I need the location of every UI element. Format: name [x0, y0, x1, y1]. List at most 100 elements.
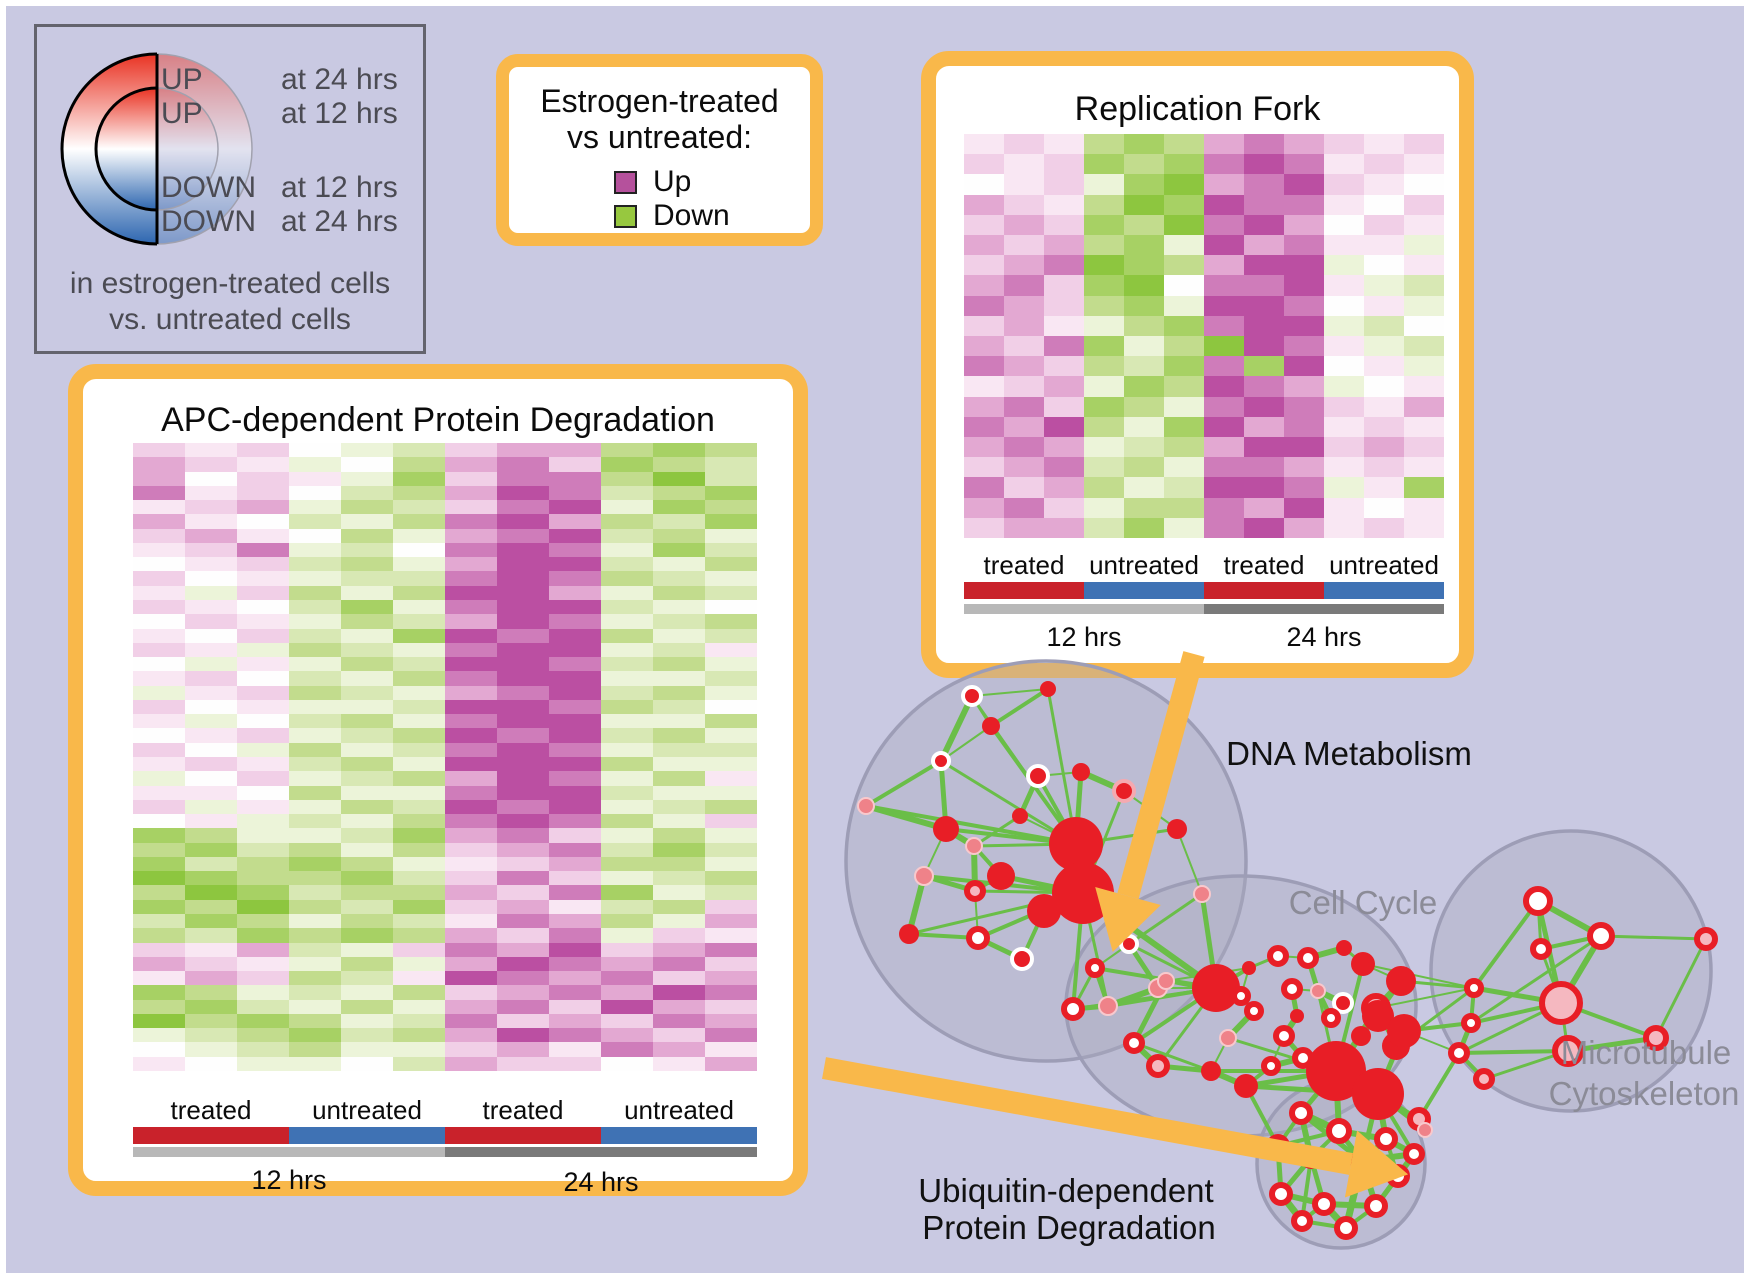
heatmap-cell	[1084, 315, 1124, 336]
heatmap-cell	[549, 628, 601, 643]
apc-heatmap-panel: APC-dependent Protein Degradation treate…	[68, 364, 808, 1197]
heatmap-cell	[237, 642, 289, 658]
heatmap-cell	[237, 899, 289, 914]
heatmap-cell	[601, 642, 653, 658]
network-node-donut	[1461, 1013, 1481, 1033]
heatmap-cell	[1164, 214, 1204, 235]
heatmap-cell	[445, 642, 497, 658]
heatmap-cell	[1204, 214, 1244, 235]
heatmap-cell	[1284, 275, 1324, 296]
heatmap-cell	[1124, 336, 1164, 357]
heatmap-cell	[393, 913, 445, 929]
heatmap-cell	[1284, 194, 1324, 215]
heatmap-cell	[393, 1028, 445, 1043]
network-edge	[921, 873, 978, 894]
heatmap-cell	[1164, 194, 1204, 215]
heatmap-cell	[497, 928, 549, 943]
heatmap-cell	[601, 928, 653, 943]
ring-legend-footer-2: vs. untreated cells	[109, 303, 351, 336]
heatmap-cell	[549, 814, 601, 829]
heatmap-cell	[964, 134, 1004, 155]
heatmap-cell	[393, 771, 445, 786]
heatmap-cell	[1084, 336, 1124, 357]
heatmap-cell	[1324, 517, 1364, 538]
network-edge	[1041, 890, 1086, 914]
network-edge	[1342, 1157, 1366, 1232]
heatmap-cell	[341, 514, 393, 529]
heatmap-cell	[445, 742, 497, 757]
network-edge	[971, 843, 978, 894]
heatmap-cell	[601, 614, 653, 629]
heatmap-cell	[341, 571, 393, 586]
heatmap-cell	[341, 471, 393, 486]
network-node-donut	[1289, 1101, 1313, 1125]
heatmap-cell	[601, 500, 653, 515]
heatmap-cell	[964, 517, 1004, 538]
heatmap-cell	[549, 657, 601, 672]
heatmap-cell	[445, 471, 497, 486]
heatmap-cell	[341, 885, 393, 900]
network-edge	[1457, 1051, 1486, 1081]
heatmap-cell	[445, 485, 497, 501]
heatmap-cell	[237, 671, 289, 686]
heatmap-cell	[497, 542, 549, 558]
heatmap-cell	[1204, 275, 1244, 296]
network-edge	[1093, 966, 1110, 1008]
heatmap-cell	[1044, 295, 1084, 316]
heatmap-cell	[1084, 235, 1124, 256]
network-edge	[1155, 1063, 1214, 1074]
heatmap-cell	[705, 528, 757, 543]
network-edge	[1383, 1136, 1417, 1157]
heatmap-cell	[653, 443, 705, 458]
heatmap-cell	[497, 956, 549, 972]
heatmap-cell	[393, 628, 445, 643]
heatmap-cell	[237, 571, 289, 586]
network-edge	[1376, 1092, 1421, 1121]
heatmap-cell	[964, 295, 1004, 316]
network-edge	[1123, 790, 1178, 830]
heatmap-cell	[1404, 174, 1444, 195]
heatmap-cell	[705, 500, 757, 515]
network-node-solid	[1052, 862, 1114, 924]
heatmap-cell	[185, 885, 237, 900]
heatmap-cell	[1364, 517, 1404, 538]
heatmap-cell	[653, 785, 705, 800]
network-edge	[1457, 1049, 1570, 1055]
heatmap-cell	[289, 928, 341, 943]
heatmap-cell	[237, 500, 289, 515]
heatmap-cell	[601, 956, 653, 972]
heatmap-cell	[1124, 376, 1164, 397]
network-edge	[864, 759, 943, 808]
heatmap-cell	[133, 971, 185, 986]
heatmap-cell	[1284, 154, 1324, 175]
heatmap-cell	[549, 942, 601, 957]
heatmap-cell	[1324, 194, 1364, 215]
heatmap-cell	[1124, 134, 1164, 155]
network-edge	[1394, 986, 1476, 1048]
heatmap-cell	[1204, 497, 1244, 518]
heatmap-cell	[497, 785, 549, 800]
network-edge	[1300, 1156, 1313, 1223]
heatmap-cell	[341, 714, 393, 729]
heatmap-cell	[1164, 255, 1204, 276]
heatmap-cell	[341, 485, 393, 501]
heatmap-cell	[341, 1056, 393, 1071]
heatmap-cell	[393, 685, 445, 700]
network-edge	[972, 844, 1003, 878]
heatmap-cell	[549, 571, 601, 586]
heatmap-cell	[237, 485, 289, 501]
heatmap-cell	[497, 671, 549, 686]
network-edge	[940, 725, 992, 762]
heatmap-cell	[393, 956, 445, 972]
heatmap-cell	[1164, 336, 1204, 357]
heatmap-cell	[653, 742, 705, 757]
network-edge	[1300, 1202, 1326, 1223]
heatmap-cell	[1004, 457, 1044, 478]
heatmap-cell	[1204, 295, 1244, 316]
heatmap-cell	[237, 657, 289, 672]
heatmap-cell	[1204, 376, 1244, 397]
network-node-donut	[1312, 1192, 1336, 1216]
network-edge	[1247, 954, 1280, 970]
heatmap-cell	[289, 842, 341, 857]
heatmap-cell	[497, 500, 549, 515]
